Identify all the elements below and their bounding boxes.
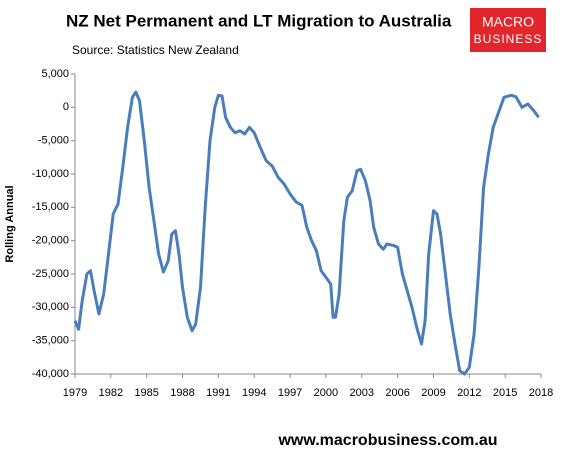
x-tick-label: 1988	[170, 387, 194, 399]
x-tick-label: 1979	[63, 387, 87, 399]
x-tick-label: 2006	[385, 387, 409, 399]
footer: www.macrobusiness.com.au	[277, 432, 497, 449]
y-tick-label: -5,000	[38, 135, 69, 147]
x-tick-label: 2018	[529, 387, 553, 399]
logo-text: BUSINESS	[474, 32, 543, 46]
y-tick-label: -10,000	[32, 168, 69, 180]
x-tick-label: 2012	[457, 387, 481, 399]
x-tick-label: 2003	[350, 387, 374, 399]
x-tick-label: 2009	[421, 387, 445, 399]
y-axis-label: Rolling Annual	[4, 185, 16, 262]
y-tick-label: 0	[63, 101, 69, 113]
y-tick-label: -30,000	[32, 301, 69, 313]
y-tick-label: -20,000	[32, 235, 69, 247]
x-tick-label: 1991	[206, 387, 230, 399]
x-tick-label: 1994	[242, 387, 266, 399]
chart-title: NZ Net Permanent and LT Migration to Aus…	[66, 11, 452, 30]
y-tick-label: -35,000	[32, 335, 69, 347]
x-tick-label: 1985	[134, 387, 158, 399]
x-tick-label: 2000	[314, 387, 338, 399]
logo-box	[470, 8, 546, 52]
logo-text: MACRO	[482, 14, 534, 30]
x-tick-label: 1982	[99, 387, 123, 399]
y-tick-label: -40,000	[32, 368, 69, 380]
y-tick-label: -15,000	[32, 201, 69, 213]
data-line	[73, 90, 540, 376]
chart-subtitle: Source: Statistics New Zealand	[72, 43, 239, 57]
x-tick-label: 1997	[278, 387, 302, 399]
y-tick-label: 5,000	[41, 68, 69, 80]
y-tick-label: -25,000	[32, 268, 69, 280]
x-tick-label: 2015	[493, 387, 517, 399]
